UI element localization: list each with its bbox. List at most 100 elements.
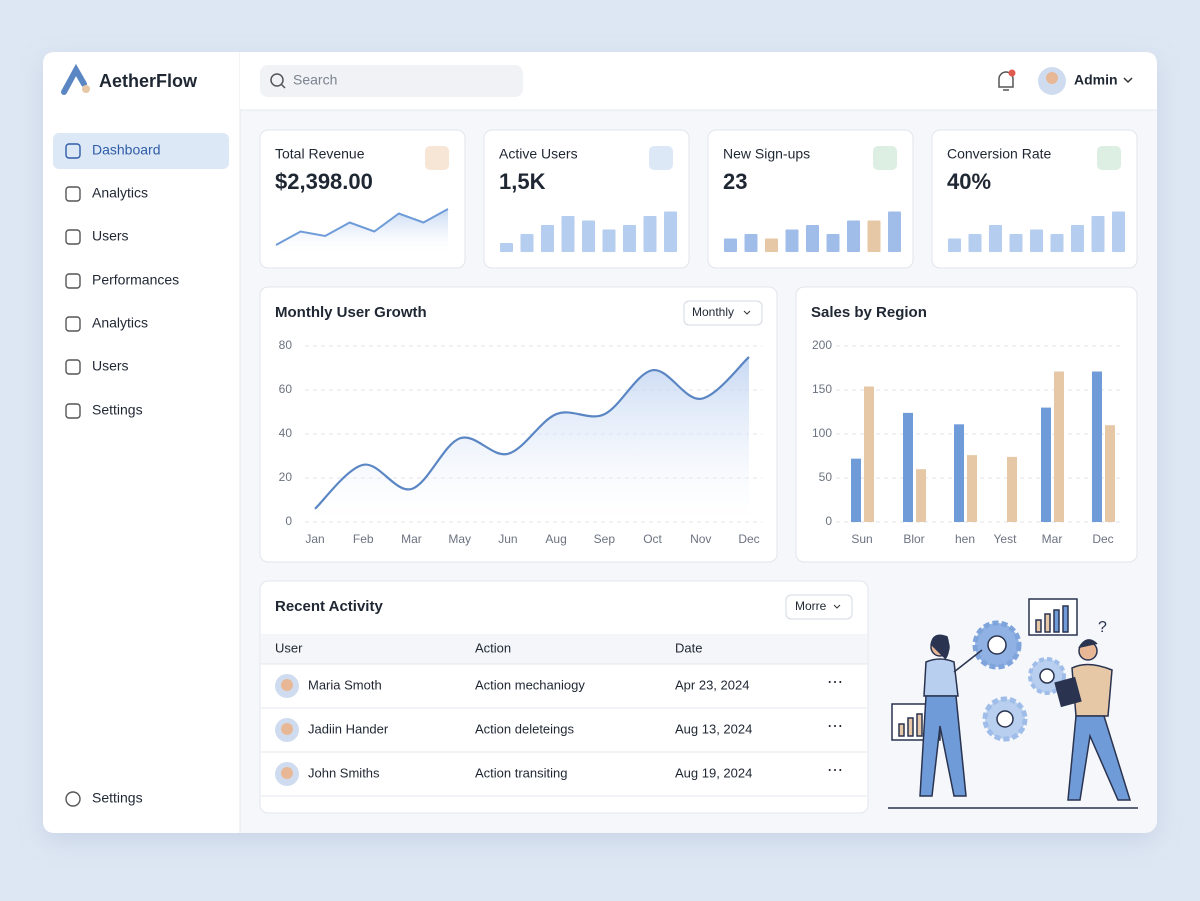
search-placeholder: Search <box>293 72 337 88</box>
kpi-label: Active Users <box>499 146 578 162</box>
x-tick-label: Dec <box>1092 532 1113 546</box>
nav-item[interactable]: Settings <box>92 402 143 418</box>
x-tick-label: Feb <box>353 532 374 546</box>
nav-icon <box>65 229 81 245</box>
bar <box>1105 425 1115 522</box>
logo <box>61 63 87 95</box>
row-menu[interactable]: ⋯ <box>827 674 843 691</box>
spark-bar <box>785 229 799 252</box>
column-header: Date <box>675 640 702 655</box>
illustration: ? <box>888 598 1138 809</box>
spark-bar <box>989 225 1002 252</box>
spark-bar <box>948 238 961 252</box>
dropdown[interactable] <box>683 300 763 326</box>
row-menu[interactable]: ⋯ <box>827 762 843 779</box>
nav-icon <box>65 359 81 375</box>
nav-icon <box>65 143 81 159</box>
x-tick-label: Yest <box>994 532 1018 546</box>
spark-bar <box>643 216 657 252</box>
x-tick-label: Aug <box>545 532 566 546</box>
bar <box>967 455 977 522</box>
dropdown-label: Morre <box>795 599 827 613</box>
column-header: User <box>275 640 303 655</box>
nav-item[interactable]: Users <box>92 358 129 374</box>
nav-item[interactable]: Dashboard <box>92 142 161 158</box>
nav-icon <box>65 186 81 202</box>
nav-active <box>53 133 229 169</box>
spark-bar <box>847 220 860 252</box>
spark-bar <box>968 234 982 252</box>
spark-bar <box>520 234 534 252</box>
x-tick-label: Jun <box>498 532 517 546</box>
nav-item[interactable]: Settings <box>92 790 143 806</box>
column-header: Action <box>475 640 511 655</box>
spark-bar <box>561 216 575 252</box>
bar <box>1007 456 1017 522</box>
dropdown-label: Monthly <box>692 305 734 319</box>
y-tick-label: 50 <box>819 470 833 484</box>
kpi-badge <box>649 146 673 170</box>
spark-bar <box>541 225 554 252</box>
x-tick-label: Dec <box>738 532 759 546</box>
bar <box>1041 407 1051 522</box>
svg-text:?: ? <box>1098 619 1107 636</box>
search-box[interactable] <box>260 65 523 97</box>
kpi-value: $2,398.00 <box>275 169 373 194</box>
bar <box>903 412 913 522</box>
kpi-label: Conversion Rate <box>947 146 1051 162</box>
x-tick-label: hen <box>955 532 975 546</box>
table-header <box>261 634 867 664</box>
nav-icon <box>65 791 81 807</box>
kpi-label: Total Revenue <box>275 146 365 162</box>
x-tick-label: Nov <box>690 532 711 546</box>
bar <box>851 458 861 522</box>
y-tick-label: 100 <box>812 426 832 440</box>
nav-item[interactable]: Analytics <box>92 185 148 201</box>
bar <box>1092 371 1102 522</box>
brand: AetherFlow <box>99 71 198 91</box>
chevron <box>833 604 841 609</box>
spark-bar <box>1071 225 1084 252</box>
bar <box>864 386 874 522</box>
kpi-value: 23 <box>723 169 747 194</box>
bar <box>954 424 964 522</box>
chart-title: Sales by Region <box>811 304 927 321</box>
chevron <box>743 310 751 315</box>
x-tick-label: Blor <box>903 532 924 546</box>
y-tick-label: 150 <box>812 382 832 396</box>
table-cell: Apr 23, 2024 <box>675 677 749 692</box>
row-menu[interactable]: ⋯ <box>827 718 843 735</box>
spark-bar <box>724 238 737 252</box>
table-cell: John Smiths <box>308 765 380 780</box>
card <box>795 286 1138 563</box>
spark-bar <box>1091 216 1105 252</box>
user-avatar-face <box>281 679 293 691</box>
chart-title: Monthly User Growth <box>275 304 427 321</box>
spark-bar <box>1050 234 1064 252</box>
notification-dot <box>1008 69 1016 77</box>
sparkline <box>275 208 449 246</box>
nav-item[interactable]: Users <box>92 228 129 244</box>
spark-bar <box>1112 211 1125 252</box>
table-cell: Jadiin Hander <box>308 721 389 736</box>
nav-item[interactable]: Analytics <box>92 315 148 331</box>
kpi-value: 1,5K <box>499 169 546 194</box>
nav-icon <box>65 273 81 289</box>
sidebar <box>43 52 240 833</box>
spark-bar <box>664 211 677 252</box>
nav-item[interactable]: Performances <box>92 272 179 288</box>
user-name[interactable]: Admin <box>1074 72 1118 88</box>
line <box>314 356 750 510</box>
bell-icon[interactable] <box>998 71 1014 91</box>
spark-bar <box>765 238 778 252</box>
table-cell: Maria Smoth <box>308 677 382 692</box>
x-tick-label: Mar <box>1042 532 1063 546</box>
y-tick-label: 200 <box>812 338 832 352</box>
dropdown[interactable] <box>785 594 853 620</box>
kpi-value: 40% <box>947 169 991 194</box>
avatar-face <box>1046 72 1058 84</box>
nav-icon <box>65 403 81 419</box>
spark-bar <box>602 229 616 252</box>
